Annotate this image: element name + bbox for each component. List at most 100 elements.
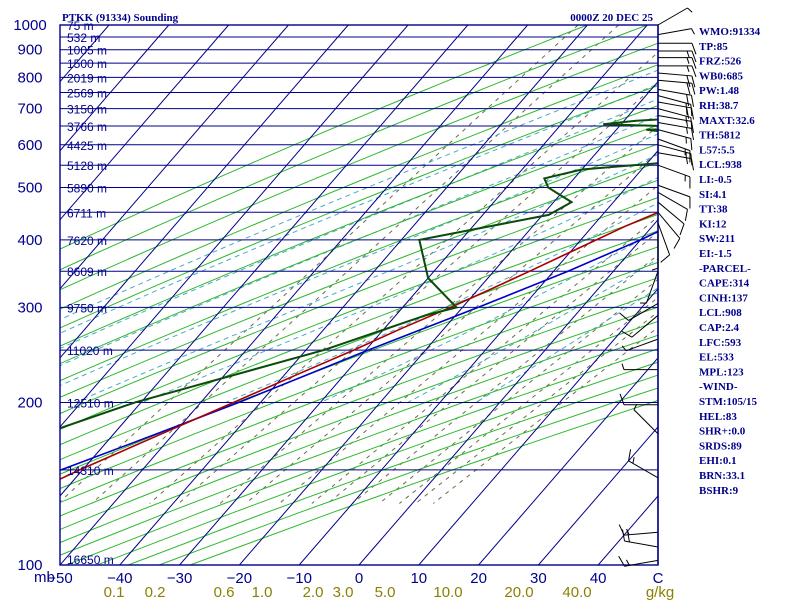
dry-adiabat-line bbox=[60, 292, 658, 517]
sounding-index: LCL:938 bbox=[699, 159, 742, 171]
sounding-index: WMO:91334 bbox=[699, 26, 761, 38]
dry-adiabat-line bbox=[60, 105, 658, 347]
dry-adiabat-line bbox=[60, 246, 658, 475]
dry-adiabat-lines bbox=[60, 25, 658, 565]
pressure-tick-label: 100 bbox=[17, 557, 42, 574]
isotherm-lines bbox=[60, 25, 658, 565]
height-label: 3150 m bbox=[67, 103, 107, 117]
sounding-index: -PARCEL- bbox=[699, 263, 751, 275]
dry-adiabat-line bbox=[60, 42, 658, 291]
isotherm-line bbox=[119, 25, 588, 565]
wind-barb bbox=[658, 65, 697, 78]
temperature-tick-label: 30 bbox=[530, 570, 547, 587]
isotherm-line bbox=[478, 357, 658, 565]
pressure-axis-labels: 100 200 300 400 500 600 700 800 900 1000 bbox=[13, 17, 46, 574]
dry-adiabat-line bbox=[60, 64, 658, 310]
sounding-index: SI:4.1 bbox=[699, 189, 727, 201]
wind-barb bbox=[621, 363, 658, 371]
sounding-index: CAPE:314 bbox=[699, 278, 750, 290]
temperature-tick-label: −40 bbox=[107, 570, 132, 587]
wind-barb bbox=[657, 95, 693, 117]
wind-barb bbox=[657, 222, 671, 263]
wind-barb bbox=[657, 88, 695, 107]
wind-barbs bbox=[618, 7, 697, 567]
profile-layer bbox=[60, 118, 658, 481]
dry-adiabat-line bbox=[60, 277, 658, 504]
wind-barb bbox=[657, 201, 685, 236]
isotherm-line bbox=[60, 25, 529, 565]
pressure-tick-label: 600 bbox=[17, 137, 42, 154]
sounding-indices: WMO:91334 TP:85 FRZ:526 WB0:685 PW:1.48 RH:38… bbox=[699, 26, 761, 497]
wind-barb bbox=[621, 314, 659, 338]
sounding-index: EI:-1.5 bbox=[699, 248, 732, 260]
mixing-ratio-tick-label: 10.0 bbox=[433, 584, 462, 600]
dry-adiabat-line bbox=[60, 306, 658, 531]
mixing-ratio-axis-labels: 0.1 0.2 0.6 1.0 2.0 3.0 5.0 10.0 20.0 40.0 g/kg bbox=[104, 584, 675, 600]
sounding-index: PW:1.48 bbox=[699, 85, 740, 97]
pressure-tick-label: 400 bbox=[17, 232, 42, 249]
isotherm-line bbox=[358, 218, 658, 565]
wind-barb bbox=[657, 191, 688, 221]
dry-adiabat-line bbox=[60, 25, 649, 271]
isotherm-line bbox=[298, 149, 658, 565]
moist-adiabat-line bbox=[407, 258, 658, 403]
temperature-tick-label: C bbox=[653, 570, 664, 587]
dry-adiabat-line bbox=[60, 179, 658, 415]
sounding-index: TP:85 bbox=[699, 41, 728, 53]
sounding-index: EL:533 bbox=[699, 352, 734, 364]
wind-barb bbox=[657, 108, 693, 130]
temperature-tick-label: −20 bbox=[227, 570, 252, 587]
pressure-tick-label: 200 bbox=[17, 394, 42, 411]
sounding-index: KI:12 bbox=[699, 218, 727, 230]
temperature-tick-label: −30 bbox=[167, 570, 192, 587]
isotherm-line bbox=[179, 25, 648, 565]
dry-adiabat-line bbox=[60, 161, 658, 398]
isotherm-line bbox=[60, 25, 349, 359]
dry-adiabat-line bbox=[60, 334, 658, 556]
height-label: 16650 m bbox=[67, 553, 114, 567]
pressure-tick-label: 700 bbox=[17, 101, 42, 118]
sounding-index: WB0:685 bbox=[699, 70, 744, 82]
isotherm-line bbox=[418, 288, 658, 565]
mixing-ratio-tick-label: 3.0 bbox=[333, 584, 354, 600]
isotherm-line bbox=[60, 25, 469, 497]
wind-barb bbox=[657, 121, 695, 140]
sounding-index: LCL:908 bbox=[699, 307, 742, 319]
dewpoint-line bbox=[60, 118, 658, 430]
height-label: 8609 m bbox=[67, 265, 107, 279]
pressure-tick-label: 500 bbox=[17, 180, 42, 197]
sounding-index: SHR+:0.0 bbox=[699, 426, 746, 438]
mixing-ratio-line bbox=[60, 25, 579, 503]
sounding-index: STM:105/15 bbox=[699, 396, 758, 408]
mixing-ratio-line bbox=[245, 151, 658, 504]
wind-barb bbox=[618, 524, 659, 536]
pressure-tick-label: 300 bbox=[17, 299, 42, 316]
sounding-index: LI:-0.5 bbox=[699, 174, 732, 186]
height-label: 11020 m bbox=[67, 344, 113, 358]
mixing-ratio-line bbox=[91, 25, 619, 504]
height-labels: 16650 m 14310 m 12510 m 11020 m 9750 m 8609 m… bbox=[67, 19, 114, 567]
isobar-lines bbox=[60, 25, 658, 565]
mixing-ratio-tick-label: 0.6 bbox=[214, 584, 235, 600]
mixing-ratio-tick-label: 5.0 bbox=[375, 584, 396, 600]
wind-barb bbox=[619, 303, 659, 321]
height-label: 1500 m bbox=[67, 57, 107, 71]
pressure-tick-label: 1000 bbox=[13, 17, 46, 34]
background-grid bbox=[60, 25, 658, 565]
temperature-tick-label: −50 bbox=[47, 570, 72, 587]
isotherm-line bbox=[538, 426, 658, 565]
moist-adiabat-line bbox=[142, 177, 658, 403]
dry-adiabat-line bbox=[60, 143, 658, 382]
height-label: 5890 m bbox=[67, 182, 107, 196]
mixing-ratio-tick-label: 20.0 bbox=[504, 584, 533, 600]
temperature-axis-labels: −50 −40 −30 −20 −10 0 10 20 30 40 C bbox=[47, 570, 663, 587]
dry-adiabat-line bbox=[60, 25, 589, 250]
height-label: 4425 m bbox=[67, 139, 107, 153]
sounding-index: TH:5812 bbox=[699, 130, 741, 142]
sounding-index: CINH:137 bbox=[699, 292, 748, 304]
pressure-tick-label: 900 bbox=[17, 42, 42, 59]
wind-barb bbox=[658, 50, 697, 63]
height-label: 2019 m bbox=[67, 71, 107, 85]
mixing-ratio-tick-label: 0.2 bbox=[145, 584, 166, 600]
